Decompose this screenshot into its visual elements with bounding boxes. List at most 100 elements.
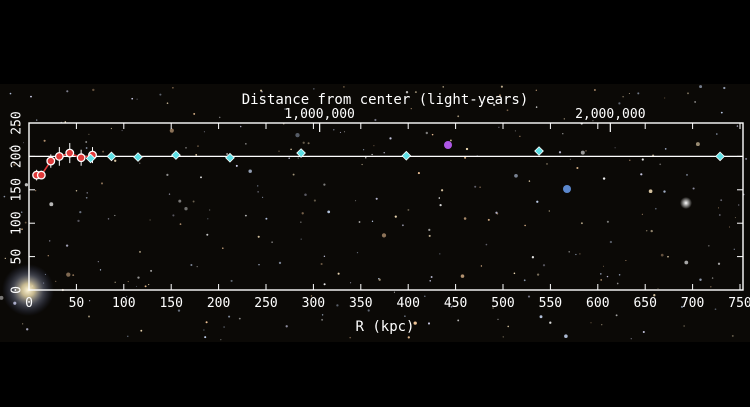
star (439, 203, 442, 207)
x-tick-label: 250 (254, 296, 277, 311)
star (614, 147, 616, 149)
star (654, 207, 657, 210)
star (313, 88, 315, 90)
star (460, 274, 465, 278)
star (127, 281, 129, 283)
star (535, 89, 537, 91)
x-tick-label: 650 (633, 296, 656, 311)
star (539, 315, 543, 319)
star (580, 150, 585, 155)
star (166, 102, 169, 104)
star (35, 190, 37, 192)
star (653, 294, 656, 297)
star (720, 199, 723, 202)
x-tick-label: 0 (25, 296, 33, 311)
x-tick-label: 200 (207, 296, 230, 311)
y-tick-label: 150 (10, 178, 25, 201)
star (640, 173, 643, 176)
star (590, 322, 592, 324)
data-point (54, 151, 64, 161)
star (295, 132, 300, 138)
data-point (296, 148, 306, 158)
star (642, 330, 645, 334)
star (579, 253, 581, 255)
star (238, 317, 241, 320)
star (733, 248, 735, 250)
star (606, 275, 609, 278)
star (257, 185, 259, 187)
star (650, 229, 653, 233)
x-tick-label: 600 (586, 296, 609, 311)
star (450, 305, 453, 308)
star (599, 273, 602, 275)
star (337, 272, 340, 275)
star (220, 338, 222, 341)
star (323, 183, 326, 186)
star (601, 324, 603, 326)
star (641, 213, 643, 215)
star (24, 183, 29, 187)
star (278, 261, 282, 265)
star (685, 173, 689, 176)
star (457, 115, 460, 118)
y-tick-label: 250 (10, 111, 25, 134)
star (717, 262, 721, 265)
star (683, 325, 685, 327)
star (371, 153, 373, 156)
star (378, 278, 381, 281)
star (85, 141, 88, 143)
star (523, 279, 526, 282)
plot-frame (28, 122, 744, 291)
x-tick-label: 50 (69, 296, 85, 311)
star (367, 309, 370, 312)
star (300, 238, 302, 240)
star (114, 214, 116, 217)
star (576, 166, 579, 170)
star (179, 223, 182, 225)
star (431, 133, 434, 136)
star (209, 209, 211, 211)
star (358, 221, 361, 223)
star (558, 151, 562, 154)
star (321, 318, 324, 321)
star (85, 196, 88, 199)
star (361, 163, 363, 166)
star (438, 197, 441, 199)
x-tick-label: 150 (159, 296, 182, 311)
blue-star (563, 185, 571, 193)
star (720, 111, 723, 114)
star (320, 262, 323, 266)
star (304, 193, 307, 196)
star (569, 158, 571, 160)
star (102, 150, 105, 153)
star (89, 300, 91, 302)
star (72, 274, 75, 277)
star (496, 212, 499, 215)
star (680, 305, 684, 308)
star (602, 177, 606, 180)
star (439, 253, 441, 255)
star (36, 119, 38, 121)
star (736, 125, 739, 127)
star (171, 295, 174, 299)
star (575, 253, 577, 256)
star (371, 220, 374, 222)
x-tick-label: 700 (681, 296, 704, 311)
star (641, 158, 644, 161)
data-point (85, 153, 96, 164)
y-tick-label: 200 (10, 145, 25, 168)
star (711, 277, 714, 279)
star (239, 125, 242, 128)
star (629, 159, 631, 161)
star (734, 217, 736, 219)
star (718, 214, 721, 216)
star (362, 149, 365, 151)
star (463, 217, 467, 220)
star (600, 279, 602, 281)
star (343, 131, 346, 133)
star (149, 219, 151, 221)
bright-star (680, 197, 692, 209)
star (327, 210, 331, 214)
star (100, 182, 104, 185)
